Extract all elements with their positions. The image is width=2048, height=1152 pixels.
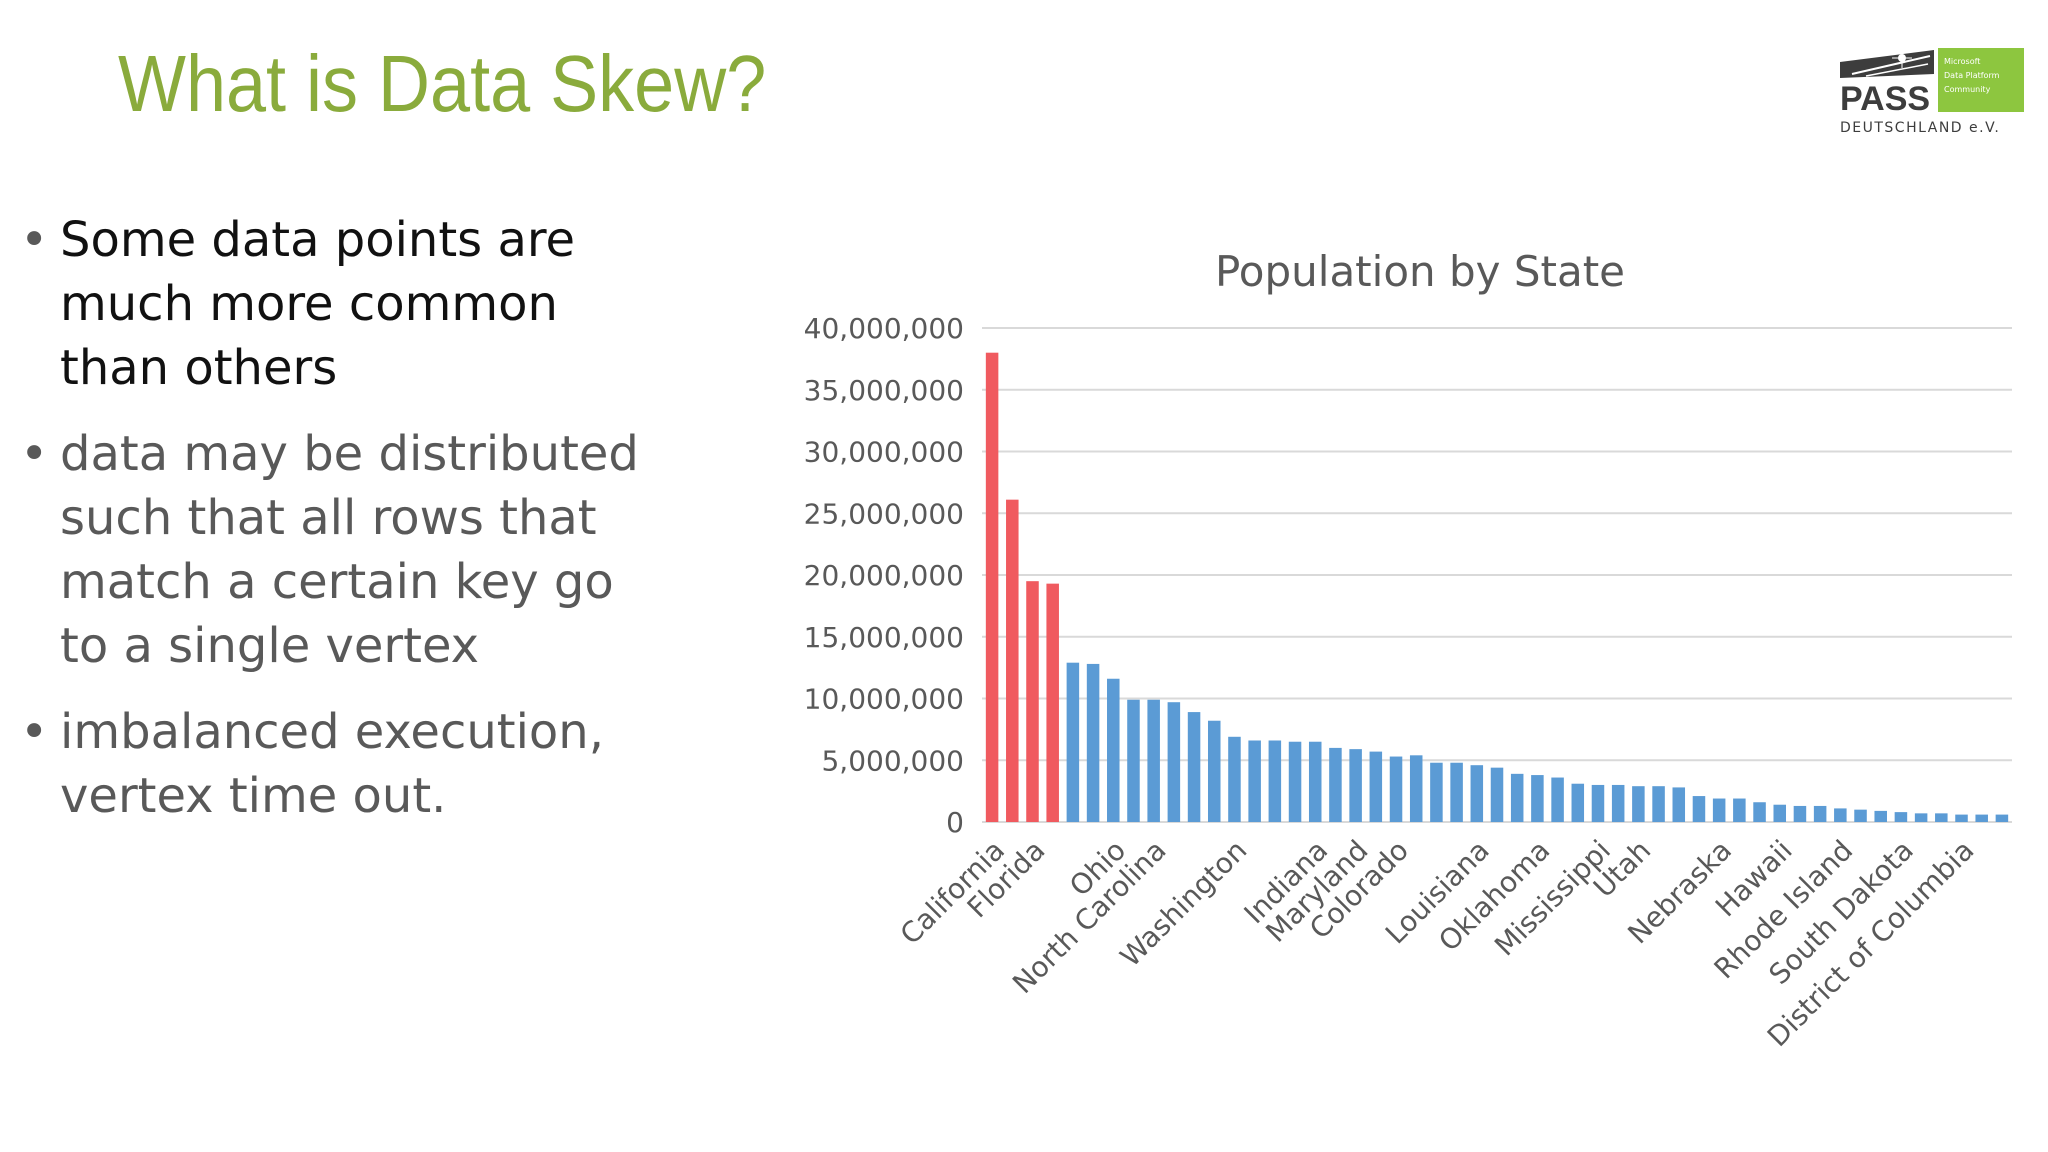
bar bbox=[1894, 812, 1908, 822]
bar bbox=[1854, 809, 1867, 822]
bar bbox=[1733, 798, 1746, 822]
y-tick-label: 25,000,000 bbox=[804, 497, 964, 530]
bar bbox=[1793, 805, 1807, 822]
bar bbox=[1228, 736, 1241, 822]
bar bbox=[1349, 749, 1362, 822]
logo-badge-line: Microsoft bbox=[1944, 57, 1980, 66]
bar bbox=[1712, 798, 1726, 822]
bar bbox=[1288, 741, 1302, 822]
bar bbox=[1107, 678, 1120, 822]
bar bbox=[1551, 777, 1564, 822]
bar bbox=[1248, 740, 1261, 822]
bar bbox=[1591, 784, 1605, 822]
y-axis-ticks: 0 5,000,000 10,000,000 15,000,000 20,000,000… bbox=[804, 312, 964, 839]
bar bbox=[1066, 662, 1080, 822]
bar bbox=[1308, 741, 1322, 822]
logo-subtitle: DEUTSCHLAND e.V. bbox=[1840, 120, 2000, 136]
bullet-item: imbalanced execution, vertex time out. bbox=[20, 700, 660, 828]
bar bbox=[1935, 813, 1948, 822]
bar bbox=[1006, 499, 1019, 822]
bar bbox=[1571, 783, 1585, 822]
bar bbox=[1470, 765, 1484, 822]
bar bbox=[1672, 787, 1686, 822]
y-tick-label: 40,000,000 bbox=[804, 312, 964, 345]
bar bbox=[1187, 712, 1201, 822]
bar bbox=[1955, 814, 1968, 822]
population-chart: Population by State 0 5,000,000 10,000,000… bbox=[804, 247, 2012, 1054]
bar bbox=[1167, 702, 1181, 822]
bar bbox=[1147, 699, 1160, 822]
bullet-list: Some data points are much more common th… bbox=[20, 208, 660, 850]
bar bbox=[1086, 663, 1100, 822]
pass-logo-mark bbox=[1840, 48, 1934, 78]
logo-name: PASS bbox=[1840, 80, 1930, 118]
y-tick-label: 15,000,000 bbox=[804, 621, 964, 654]
bar bbox=[1268, 740, 1282, 822]
bar bbox=[985, 352, 999, 822]
bar bbox=[1753, 802, 1766, 822]
logo-badge bbox=[1938, 48, 2024, 112]
bar bbox=[1652, 786, 1665, 822]
bar bbox=[1975, 814, 1988, 822]
y-tick-label: 20,000,000 bbox=[804, 559, 964, 592]
bar bbox=[1490, 767, 1504, 822]
slide-title: What is Data Skew? bbox=[118, 39, 767, 128]
bar bbox=[1874, 810, 1887, 822]
bar bbox=[1611, 784, 1625, 822]
y-tick-label: 5,000,000 bbox=[821, 744, 964, 777]
bar bbox=[1329, 747, 1342, 822]
bullet-item: data may be distributed such that all ro… bbox=[20, 422, 660, 678]
chart-title: Population by State bbox=[1215, 247, 1625, 296]
bullet-item: Some data points are much more common th… bbox=[20, 208, 660, 400]
bar bbox=[1692, 796, 1706, 822]
logo-badge-line: Data Platform bbox=[1944, 71, 2000, 80]
bar bbox=[1046, 583, 1059, 822]
bar bbox=[1430, 762, 1443, 822]
bar bbox=[1914, 813, 1928, 822]
y-tick-label: 10,000,000 bbox=[804, 683, 964, 716]
bar bbox=[1632, 786, 1645, 822]
bar bbox=[1510, 773, 1524, 822]
chart-bars bbox=[985, 352, 2009, 822]
y-tick-label: 30,000,000 bbox=[804, 436, 964, 469]
bar bbox=[1207, 720, 1221, 822]
y-tick-label: 35,000,000 bbox=[804, 374, 964, 407]
bar bbox=[1026, 581, 1039, 822]
logo-badge-line: Community bbox=[1944, 85, 1991, 94]
y-tick-label: 0 bbox=[946, 806, 964, 839]
bar bbox=[1773, 804, 1787, 822]
bar bbox=[1834, 808, 1847, 822]
bar bbox=[1813, 805, 1827, 822]
bar bbox=[1995, 814, 2009, 822]
pass-logo: PASS Microsoft Data Platform Community D… bbox=[1840, 48, 2024, 136]
bar bbox=[1369, 751, 1383, 822]
bar bbox=[1450, 762, 1463, 822]
bar bbox=[1127, 699, 1140, 822]
bar bbox=[1409, 755, 1423, 822]
bar bbox=[1389, 756, 1403, 822]
bar bbox=[1531, 775, 1544, 822]
